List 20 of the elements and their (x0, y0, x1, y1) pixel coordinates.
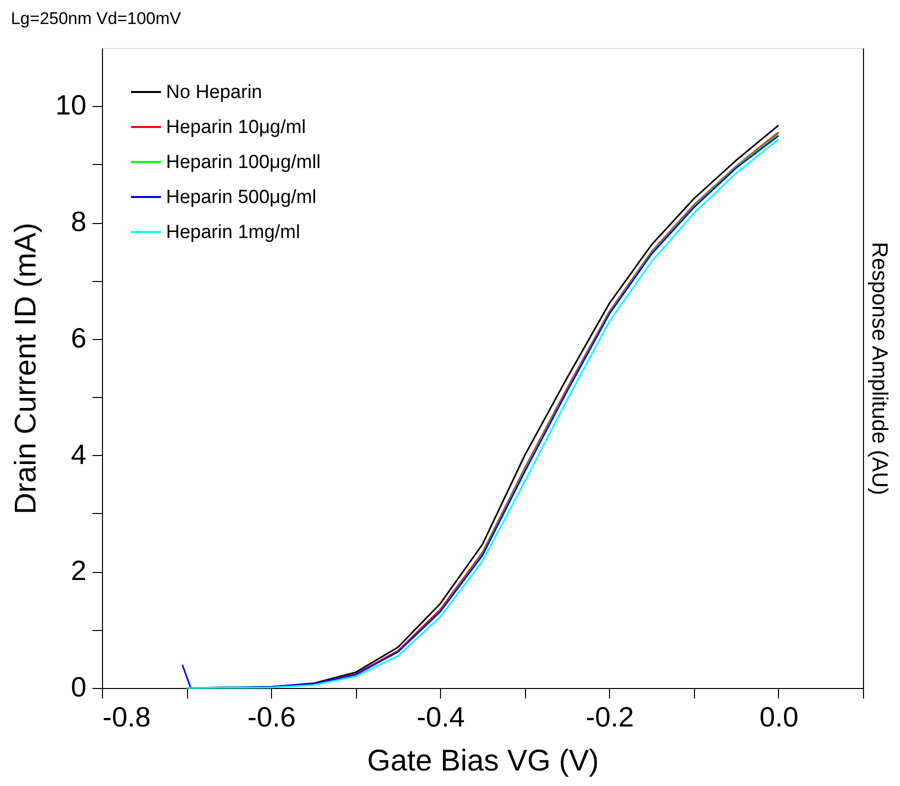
x-tick-label: -0.4 (416, 702, 465, 732)
x-tick-label: -0.2 (586, 702, 634, 732)
y-axis-title: Drain Current ID (mA) (9, 222, 42, 514)
x-tick-label: -0.8 (102, 702, 151, 732)
y-tick-label: 0 (70, 672, 86, 702)
y2-axis-title: Response Amplitude (AU) (868, 242, 892, 496)
y-tick-label: 4 (70, 438, 86, 470)
y-tick-label: 10 (55, 90, 86, 121)
chart-title: Lg=250nm Vd=100mV (10, 9, 182, 28)
legend-label: Heparin 10μg/ml (166, 117, 306, 138)
legend-label: Heparin 1mg/ml (166, 222, 300, 243)
legend-label: No Heparin (166, 82, 262, 103)
legend-label: Heparin 500μg/ml (166, 187, 316, 208)
x-axis-title: Gate Bias VG (V) (367, 744, 599, 778)
y-tick-label: 2 (70, 555, 86, 586)
y-tick-label: 8 (70, 206, 86, 238)
legend-label: Heparin 100μg/mll (166, 152, 321, 173)
x-tick-label: 0.0 (759, 702, 798, 732)
x-tick-label: -0.6 (247, 702, 296, 732)
y-tick-label: 6 (70, 322, 86, 354)
